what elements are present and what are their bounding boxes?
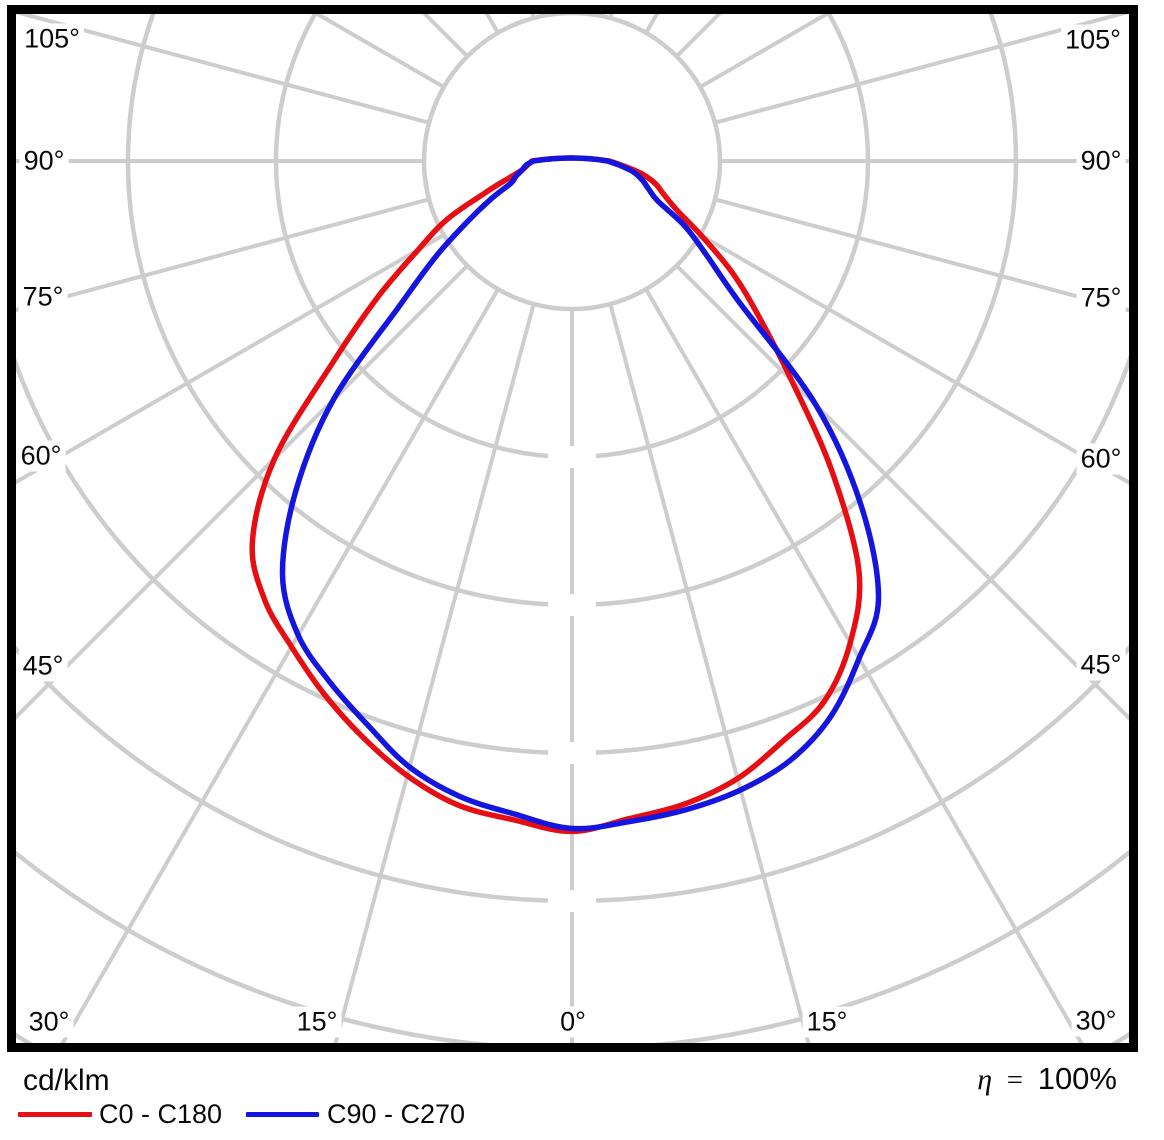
legend: C0 - C180 C90 - C270 — [0, 1099, 1164, 1133]
ring-value-pills — [548, 446, 596, 912]
angle-label: 105° — [20, 23, 84, 55]
eta-symbol: η — [977, 1063, 993, 1096]
angle-label: 90° — [19, 145, 69, 177]
angle-label: 45° — [18, 650, 68, 682]
angle-label: 90° — [1076, 145, 1126, 177]
legend-swatch-c0-c180 — [18, 1112, 92, 1117]
angle-label: 0° — [556, 1006, 590, 1038]
angle-label: 30° — [24, 1006, 74, 1038]
angle-label: 75° — [1076, 282, 1126, 314]
eta-value: 100% — [1037, 1061, 1117, 1096]
angle-label: 30° — [1071, 1005, 1121, 1037]
angle-label: 75° — [18, 281, 68, 313]
plot-frame — [7, 5, 1138, 1052]
angle-label: 45° — [1076, 649, 1126, 681]
legend-label-c90-c270: C90 - C270 — [327, 1099, 466, 1129]
legend-label-c0-c180: C0 - C180 — [99, 1099, 223, 1129]
unit-label: cd/klm — [23, 1064, 110, 1097]
intensity-curves — [249, 155, 882, 835]
eta-equals: = — [1006, 1064, 1024, 1096]
angle-label: 105° — [1061, 24, 1125, 56]
angle-label: 60° — [16, 440, 66, 472]
angle-label: 60° — [1076, 443, 1126, 475]
curve-c90-c270 — [279, 155, 882, 832]
angle-label: 15° — [292, 1006, 342, 1038]
angle-label: 15° — [802, 1006, 852, 1038]
curve-c0-c180 — [249, 155, 863, 835]
efficiency-readout: η = 100% — [977, 1061, 1117, 1097]
legend-swatch-c90-c270 — [246, 1112, 319, 1117]
